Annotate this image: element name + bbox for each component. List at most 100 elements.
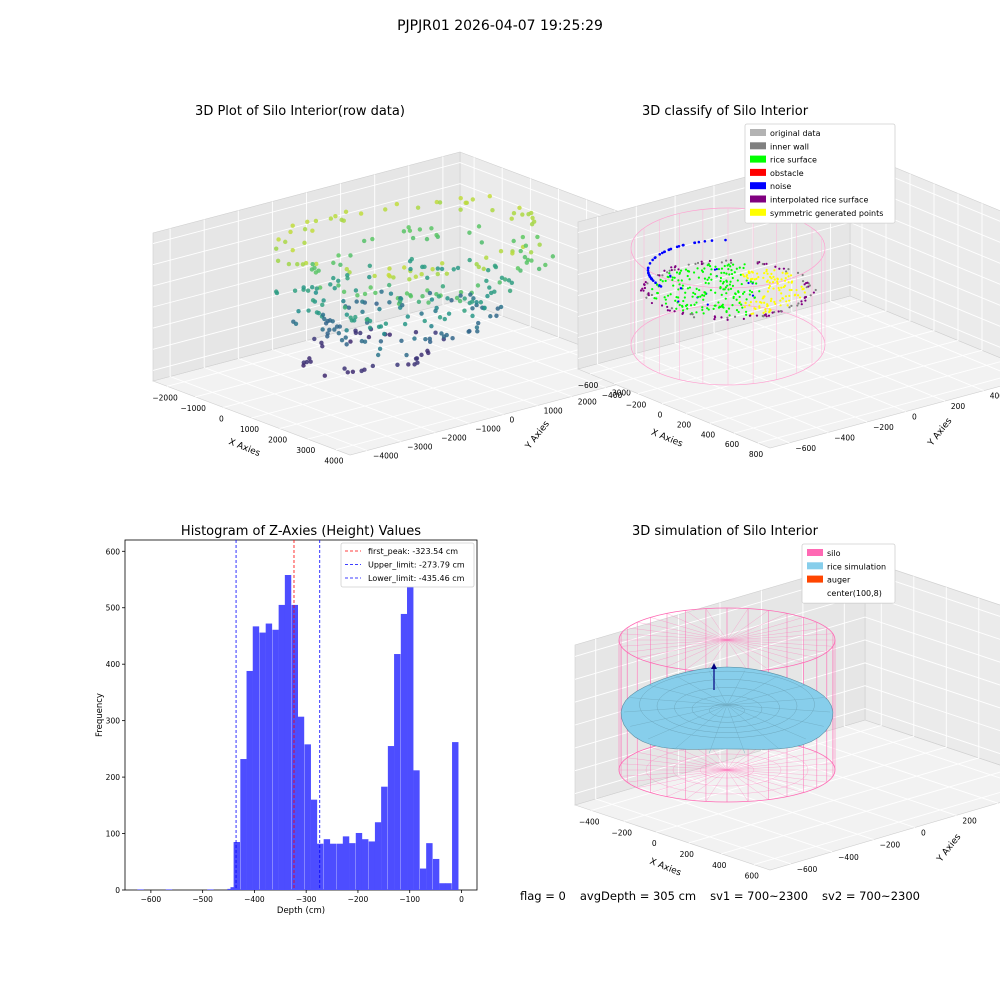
scatter-point [511,211,517,216]
classified-point [653,296,656,300]
scatter-point [523,243,529,248]
classified-point [692,291,695,294]
y-tick-label: 3000 [612,389,631,398]
classified-point [765,280,769,283]
scatter-point [487,285,492,290]
classified-point [667,276,670,279]
noise-point [654,256,657,259]
scatter-point [446,311,452,316]
classified-point [712,307,715,310]
classified-point [801,280,805,283]
classified-point [773,300,776,304]
classified-point [720,271,723,275]
silo-spoke [650,639,728,663]
plot4-3d-simulation: −400−2000200400600−600−400−2000200400600… [573,543,1000,881]
silo-spoke [726,639,804,663]
mesh-spoke [726,704,746,754]
classified-point [647,293,650,297]
classified-point [719,276,723,280]
classified-point [755,282,758,285]
scatter-point [427,336,433,342]
legend-box [801,543,896,604]
legend-label: silo [827,549,841,558]
classified-point [768,311,771,314]
scatter-point [484,255,489,260]
scatter-point [387,300,392,305]
scatter-point [518,248,523,254]
y-tick-label: 500 [106,604,121,613]
histogram-bar [265,623,273,890]
x-tick-label: −100 [399,895,420,904]
x-tick-label: −200 [348,895,369,904]
classified-point [726,264,729,267]
classified-point [796,271,800,274]
classified-point [771,280,775,284]
classified-point [684,268,688,271]
scatter-point [288,229,293,235]
scatter-point [509,280,515,285]
scatter-point [330,319,335,324]
auger-tip [711,663,717,669]
scatter-point [445,296,450,301]
scatter-point [309,267,315,272]
classified-point [694,262,697,265]
legend-swatch [807,562,823,570]
classified-point [693,303,696,306]
classified-point [669,274,672,277]
classified-point [737,310,740,314]
scatter-point [383,321,389,326]
scatter-point [423,336,428,342]
scatter-point [458,207,463,212]
histogram-bar [246,670,253,890]
scatter-point [524,260,529,265]
legend-label: rice simulation [827,562,886,571]
classified-point [743,290,746,294]
classified-point [758,305,761,308]
histogram-bar [291,604,298,890]
classified-point [675,307,678,310]
scatter-point [344,328,349,333]
scatter-point [342,305,348,310]
flag-text: flag = 0 [520,889,566,903]
silo-spoke [627,639,728,653]
scatter-point [314,261,319,267]
scatter-point [462,308,467,313]
scatter-point [492,263,498,269]
histogram-bar [413,770,420,890]
histogram-bar [329,843,337,890]
classified-point [755,277,758,280]
histogram-bar [381,786,388,890]
grid-line [591,565,882,811]
classified-point [738,266,741,269]
scatter-point [295,262,300,267]
classified-point [787,281,790,284]
classified-point [797,302,800,305]
plot3-title: Histogram of Z-Axies (Height) Values [180,524,422,539]
classified-point [688,286,692,289]
scatter-point [522,254,528,260]
classified-point [719,286,722,289]
classified-point [805,286,808,289]
classified-point [695,287,698,290]
grid-line [623,576,915,822]
scatter-point [325,318,330,324]
scatter-point [458,289,464,295]
scatter-point [408,266,413,272]
classified-point [745,275,748,278]
classified-point [728,314,731,317]
classified-point [670,268,673,272]
scatter-point [419,311,424,316]
scatter-point [476,224,482,229]
legend-label: symmetric generated points [770,209,883,218]
classified-point [788,288,791,292]
silo-spoke [726,633,833,641]
classified-point [750,277,753,281]
classified-point [724,286,727,289]
scatter-point [440,261,445,266]
scatter-point [336,253,341,258]
classified-point [651,288,654,291]
scatter-point [304,359,310,365]
legend-swatch [750,129,766,136]
scatter-point [302,227,308,232]
x-tick-label: −500 [192,895,213,904]
